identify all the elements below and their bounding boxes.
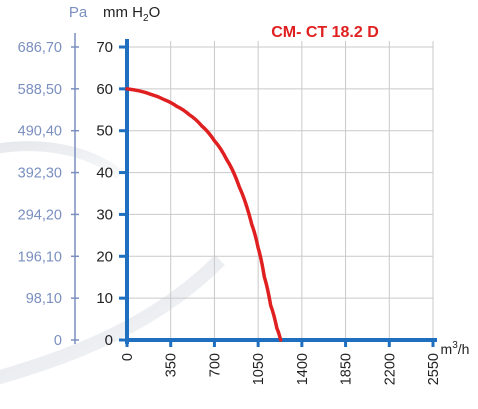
x-axis-label: m3/h bbox=[441, 340, 470, 357]
y-tick-label: 10 bbox=[96, 290, 113, 307]
pa-tick-label: 490,40 bbox=[18, 124, 62, 140]
y-tick-label: 0 bbox=[105, 332, 113, 349]
pa-tick-label: 686,70 bbox=[18, 40, 62, 56]
x-tick-label: 1050 bbox=[251, 353, 267, 385]
x-tick-label: 700 bbox=[207, 353, 223, 377]
series-layer bbox=[125, 87, 283, 342]
y-tick-label: 60 bbox=[96, 81, 113, 98]
tick-labels: 001098,1020196,1030294,2040392,3050490,4… bbox=[18, 39, 442, 385]
x-tick-label: 1400 bbox=[295, 353, 311, 385]
left-axis-unit-label: Pa bbox=[69, 4, 88, 21]
pa-tick-label: 98,10 bbox=[26, 291, 62, 307]
y-tick-label: 50 bbox=[96, 123, 113, 140]
x-tick-label: 0 bbox=[120, 353, 136, 361]
grid bbox=[127, 41, 434, 340]
pa-tick-label: 392,30 bbox=[18, 166, 62, 182]
x-tick-label: 350 bbox=[164, 353, 180, 377]
series-line bbox=[125, 87, 283, 342]
x-tick-label: 2550 bbox=[426, 353, 442, 385]
y-tick-label: 30 bbox=[96, 206, 113, 223]
y-axis-label: mm H2O bbox=[103, 4, 160, 24]
chart-title: CM- CT 18.2 D bbox=[271, 24, 379, 41]
x-tick-label: 2200 bbox=[382, 353, 398, 385]
pa-tick-label: 294,20 bbox=[18, 207, 62, 223]
pa-tick-label: 0 bbox=[54, 333, 62, 349]
background-decoration bbox=[0, 40, 240, 409]
x-tick-label: 1850 bbox=[339, 353, 355, 385]
y-tick-label: 40 bbox=[96, 165, 113, 182]
y-tick-label: 70 bbox=[96, 39, 113, 56]
pa-tick-label: 196,10 bbox=[18, 249, 62, 265]
pa-tick-label: 588,50 bbox=[18, 82, 62, 98]
y-tick-label: 20 bbox=[96, 248, 113, 265]
